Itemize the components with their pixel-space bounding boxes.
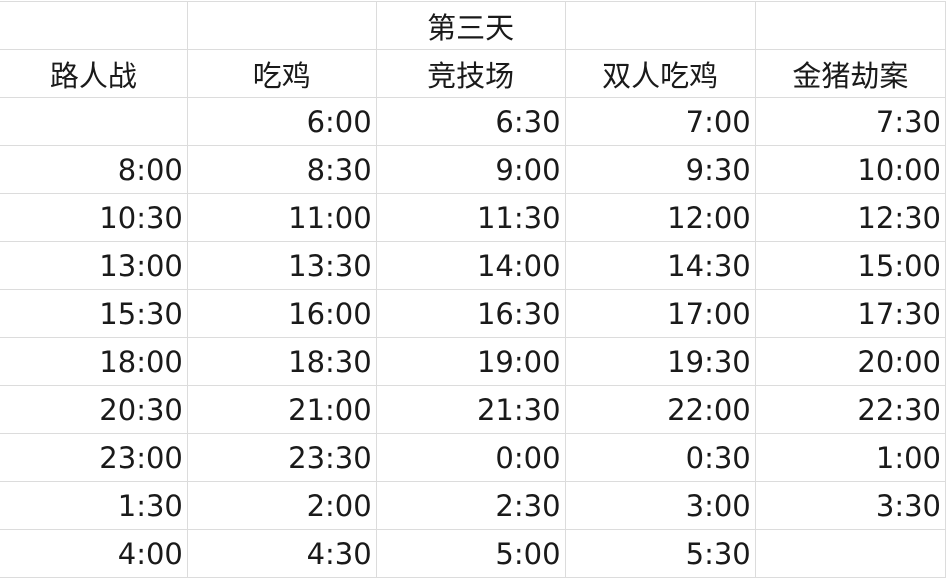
time-cell[interactable]: 21:00	[186, 385, 377, 434]
time-cell[interactable]: 3:30	[754, 481, 947, 530]
time-cell[interactable]: 6:30	[375, 97, 566, 146]
time-cell[interactable]: 12:00	[564, 193, 756, 242]
time-cell[interactable]: 13:30	[186, 241, 377, 290]
table-row: 18:00 18:30 19:00 19:30 20:00	[0, 337, 947, 386]
time-cell[interactable]	[754, 529, 947, 578]
header-cell[interactable]: 路人战	[0, 49, 188, 98]
time-cell[interactable]: 19:00	[375, 337, 566, 386]
header-cell[interactable]: 金猪劫案	[754, 49, 947, 98]
time-cell[interactable]: 2:30	[375, 481, 566, 530]
cell[interactable]	[564, 1, 756, 50]
cell[interactable]	[0, 1, 188, 50]
time-cell[interactable]: 23:30	[186, 433, 377, 482]
time-cell[interactable]: 3:00	[564, 481, 756, 530]
time-cell[interactable]: 5:00	[375, 529, 566, 578]
time-cell[interactable]: 18:00	[0, 337, 188, 386]
time-cell[interactable]: 0:00	[375, 433, 566, 482]
time-cell[interactable]: 10:00	[754, 145, 947, 194]
table-row: 15:30 16:00 16:30 17:00 17:30	[0, 289, 947, 338]
table-row: 10:30 11:00 11:30 12:00 12:30	[0, 193, 947, 242]
time-cell[interactable]: 8:00	[0, 145, 188, 194]
time-cell[interactable]: 7:30	[754, 97, 947, 146]
time-cell[interactable]: 1:30	[0, 481, 188, 530]
time-cell[interactable]: 22:30	[754, 385, 947, 434]
time-cell[interactable]: 20:30	[0, 385, 188, 434]
table-row: 23:00 23:30 0:00 0:30 1:00	[0, 433, 947, 482]
time-cell[interactable]: 22:00	[564, 385, 756, 434]
time-cell[interactable]: 2:00	[186, 481, 377, 530]
time-cell[interactable]: 15:30	[0, 289, 188, 338]
time-cell[interactable]: 21:30	[375, 385, 566, 434]
time-cell[interactable]: 16:00	[186, 289, 377, 338]
cell[interactable]	[186, 1, 377, 50]
time-cell[interactable]: 13:00	[0, 241, 188, 290]
time-cell[interactable]: 20:00	[754, 337, 947, 386]
cell[interactable]	[754, 1, 947, 50]
time-cell[interactable]: 7:00	[564, 97, 756, 146]
time-cell[interactable]: 5:30	[564, 529, 756, 578]
header-row: 路人战 吃鸡 竞技场 双人吃鸡 金猪劫案	[0, 49, 947, 98]
time-cell[interactable]: 11:00	[186, 193, 377, 242]
table-row: 4:00 4:30 5:00 5:30	[0, 529, 947, 578]
time-cell[interactable]: 9:30	[564, 145, 756, 194]
title-row: 第三天	[0, 1, 947, 50]
time-cell[interactable]: 17:00	[564, 289, 756, 338]
time-cell[interactable]: 6:00	[186, 97, 377, 146]
time-cell[interactable]: 19:30	[564, 337, 756, 386]
table-row: 13:00 13:30 14:00 14:30 15:00	[0, 241, 947, 290]
time-cell[interactable]: 4:30	[186, 529, 377, 578]
time-cell[interactable]: 9:00	[375, 145, 566, 194]
time-cell[interactable]: 0:30	[564, 433, 756, 482]
time-cell[interactable]: 11:30	[375, 193, 566, 242]
day-title-cell[interactable]: 第三天	[375, 1, 566, 50]
time-cell[interactable]: 14:30	[564, 241, 756, 290]
time-cell[interactable]: 14:00	[375, 241, 566, 290]
table-row: 6:00 6:30 7:00 7:30	[0, 97, 947, 146]
time-cell[interactable]: 15:00	[754, 241, 947, 290]
header-cell[interactable]: 吃鸡	[186, 49, 377, 98]
time-cell[interactable]: 17:30	[754, 289, 947, 338]
table-row: 20:30 21:00 21:30 22:00 22:30	[0, 385, 947, 434]
time-cell[interactable]: 23:00	[0, 433, 188, 482]
time-cell[interactable]: 4:00	[0, 529, 188, 578]
time-cell[interactable]: 1:00	[754, 433, 947, 482]
time-cell[interactable]: 12:30	[754, 193, 947, 242]
header-cell[interactable]: 双人吃鸡	[564, 49, 756, 98]
time-cell[interactable]: 10:30	[0, 193, 188, 242]
time-cell[interactable]: 18:30	[186, 337, 377, 386]
table-row: 8:00 8:30 9:00 9:30 10:00	[0, 145, 947, 194]
header-cell[interactable]: 竞技场	[375, 49, 566, 98]
table-row: 1:30 2:00 2:30 3:00 3:30	[0, 481, 947, 530]
time-cell[interactable]: 16:30	[375, 289, 566, 338]
time-cell[interactable]: 8:30	[186, 145, 377, 194]
time-cell[interactable]	[0, 97, 188, 146]
